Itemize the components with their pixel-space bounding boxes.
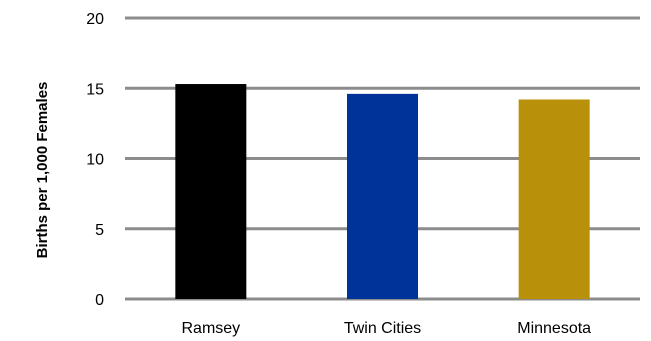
y-tick-label: 15 (86, 81, 104, 98)
y-axis-ticks: 0 5 10 15 20 (86, 11, 104, 309)
y-tick-label: 10 (86, 152, 104, 169)
bar-ramsey (175, 84, 247, 299)
bar-minnesota (518, 99, 590, 300)
y-axis-label: Births per 1,000 Females (34, 82, 51, 259)
y-tick-label: 0 (95, 292, 104, 309)
bar-twin-cities (347, 93, 418, 300)
x-category-label: Ramsey (181, 320, 240, 337)
bars (175, 84, 590, 300)
y-tick-label: 5 (95, 222, 104, 239)
y-tick-label: 20 (86, 11, 104, 28)
x-category-label: Twin Cities (344, 320, 421, 337)
x-axis-categories: Ramsey Twin Cities Minnesota (181, 320, 591, 337)
x-category-label: Minnesota (517, 320, 591, 337)
